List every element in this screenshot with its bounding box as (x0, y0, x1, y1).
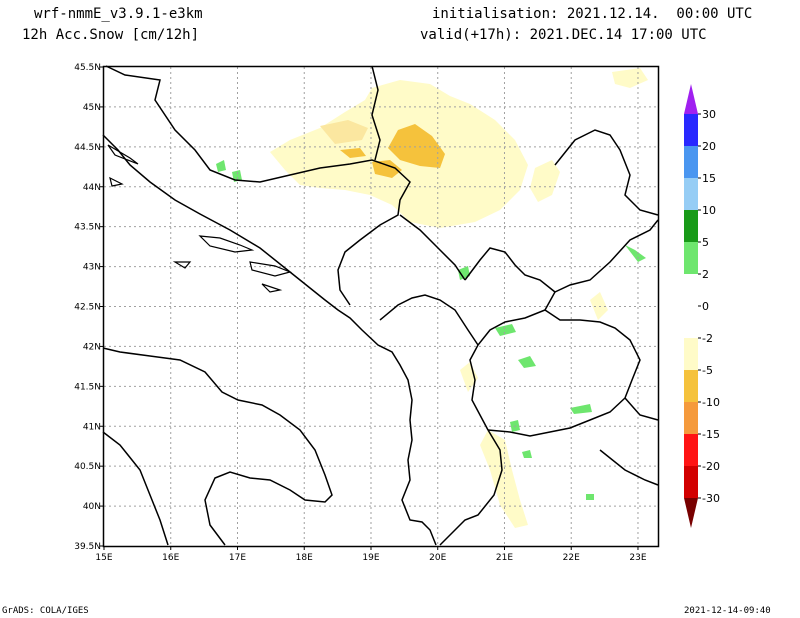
colorbar-label: 30 (702, 108, 716, 121)
lat-axis: 39.5N 40N 40.5N 41N 41.5N 42N 42.5N 43N 43.5N 44N… (74, 63, 104, 552)
lat-tick-label: 43N (83, 263, 101, 273)
lon-tick-label: 23E (629, 553, 646, 563)
lon-axis: 15E 16E 17E 18E 19E 20E 21E 22E 23E (95, 546, 647, 563)
lon-tick-label: 20E (429, 553, 446, 563)
colorbar-label: -5 (702, 364, 713, 377)
colorbar-label: 10 (702, 204, 716, 217)
lat-tick-label: 44N (83, 183, 101, 193)
colorbar-label: 15 (702, 172, 716, 185)
colorbar-label: -10 (702, 396, 720, 409)
lon-tick-label: 15E (95, 553, 112, 563)
lat-tick-label: 41N (83, 422, 101, 432)
colorbar-label: 0 (702, 300, 709, 313)
colorbar-segment (684, 114, 698, 146)
colorbar-segment (684, 434, 698, 466)
colorbar-label: -20 (702, 460, 720, 473)
colorbar-top-arrow (684, 84, 698, 114)
colorbar-segment (684, 178, 698, 210)
map-grid (104, 67, 658, 546)
colorbar-segment (684, 210, 698, 242)
colorbar-segment (684, 242, 698, 274)
colorbar-label: 2 (702, 268, 709, 281)
lat-tick-label: 40.5N (74, 462, 101, 472)
lat-tick-label: 39.5N (74, 542, 101, 552)
colorbar-label: 5 (702, 236, 709, 249)
lat-tick-label: 41.5N (74, 382, 101, 392)
lon-tick-label: 21E (496, 553, 513, 563)
colorbar-label: -15 (702, 428, 720, 441)
timestamp: 2021-12-14-09:40 (684, 606, 771, 616)
lon-tick-label: 18E (296, 553, 313, 563)
variable-title: 12h Acc.Snow [cm/12h] (22, 27, 200, 43)
lat-tick-label: 44.5N (74, 143, 101, 153)
model-name: wrf-nmmE_v3.9.1-e3km (34, 6, 203, 22)
colorbar-bottom-arrow (684, 498, 698, 528)
colorbar-segment (684, 338, 698, 370)
colorbar-segment (684, 146, 698, 178)
lat-tick-label: 43.5N (74, 223, 101, 233)
lat-tick-label: 45N (83, 103, 101, 113)
colorbar-segment (684, 466, 698, 498)
lat-tick-label: 40N (83, 502, 101, 512)
colorbar-segment (684, 370, 698, 402)
colorbar-label: -2 (702, 332, 713, 345)
colorbar-segment (684, 402, 698, 434)
lon-tick-label: 22E (563, 553, 580, 563)
valid-time: valid(+17h): 2021.DEC.14 17:00 UTC (420, 27, 707, 43)
colorbar-segment (684, 306, 698, 338)
init-time: initialisation: 2021.12.14. 00:00 UTC (432, 6, 753, 22)
lat-tick-label: 42N (83, 342, 101, 352)
colorbar-segment (684, 274, 698, 306)
colorbar-label: 20 (702, 140, 716, 153)
credit: GrADS: COLA/IGES (2, 606, 89, 616)
lon-tick-label: 17E (229, 553, 246, 563)
coastline-borders (102, 65, 659, 546)
lat-tick-label: 42.5N (74, 303, 101, 313)
lon-tick-label: 19E (362, 553, 379, 563)
lon-tick-label: 16E (162, 553, 179, 563)
lat-tick-label: 45.5N (74, 63, 101, 73)
colorbar-label: -30 (702, 492, 720, 505)
